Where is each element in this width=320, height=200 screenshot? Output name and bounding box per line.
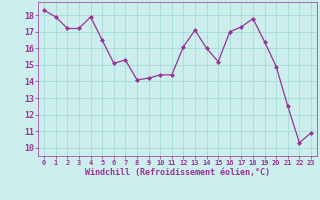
X-axis label: Windchill (Refroidissement éolien,°C): Windchill (Refroidissement éolien,°C) bbox=[85, 168, 270, 177]
